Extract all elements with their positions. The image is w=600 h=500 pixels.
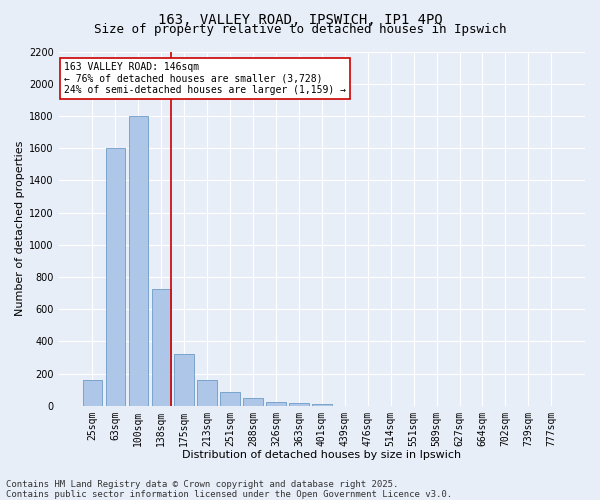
Text: 163, VALLEY ROAD, IPSWICH, IP1 4PQ: 163, VALLEY ROAD, IPSWICH, IP1 4PQ [158,12,442,26]
Bar [83,380,102,406]
Bar [244,398,263,406]
X-axis label: Distribution of detached houses by size in Ipswich: Distribution of detached houses by size … [182,450,461,460]
Bar [152,289,171,406]
Text: Size of property relative to detached houses in Ipswich: Size of property relative to detached ho… [94,22,506,36]
Bar [289,404,308,406]
Bar [220,392,240,406]
Text: Contains HM Land Registry data © Crown copyright and database right 2025.
Contai: Contains HM Land Registry data © Crown c… [6,480,452,499]
Bar [312,404,332,406]
Y-axis label: Number of detached properties: Number of detached properties [15,141,25,316]
Bar [106,148,125,406]
Text: 163 VALLEY ROAD: 146sqm
← 76% of detached houses are smaller (3,728)
24% of semi: 163 VALLEY ROAD: 146sqm ← 76% of detache… [64,62,346,96]
Bar [175,354,194,406]
Bar [197,380,217,406]
Bar [266,402,286,406]
Bar [128,116,148,406]
